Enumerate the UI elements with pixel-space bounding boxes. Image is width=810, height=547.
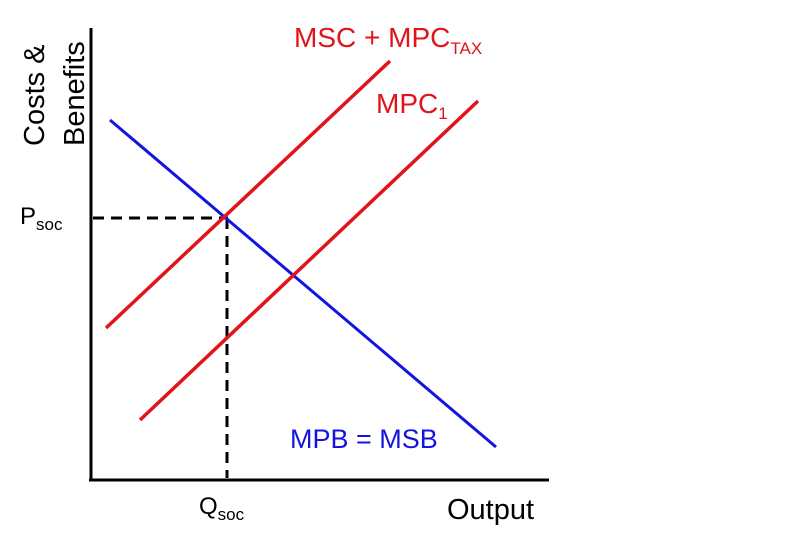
price-soc-subscript: soc xyxy=(36,215,63,234)
quantity-soc-label: Qsoc xyxy=(199,493,245,524)
msc-tax-label: MSC + MPCTAX xyxy=(294,22,482,58)
x-axis-label: Output xyxy=(447,494,534,526)
mpc1-curve xyxy=(138,99,480,422)
mpc1-label-subscript: 1 xyxy=(438,104,447,123)
quantity-soc-subscript: soc xyxy=(218,505,245,524)
y-axis-label: Costs & Benefits xyxy=(19,41,91,146)
msc-tax-curve xyxy=(104,59,392,330)
mpb-msb-curve xyxy=(109,118,497,449)
mpb-msb-label: MPB = MSB xyxy=(290,424,438,454)
msc-tax-label-subscript: TAX xyxy=(450,39,482,58)
y-axis-label-line2: Benefits xyxy=(59,41,91,146)
price-soc-label: Psoc xyxy=(20,203,63,234)
mpc1-label: MPC1 xyxy=(376,88,448,123)
y-axis-label-line1: Costs & xyxy=(19,44,51,146)
